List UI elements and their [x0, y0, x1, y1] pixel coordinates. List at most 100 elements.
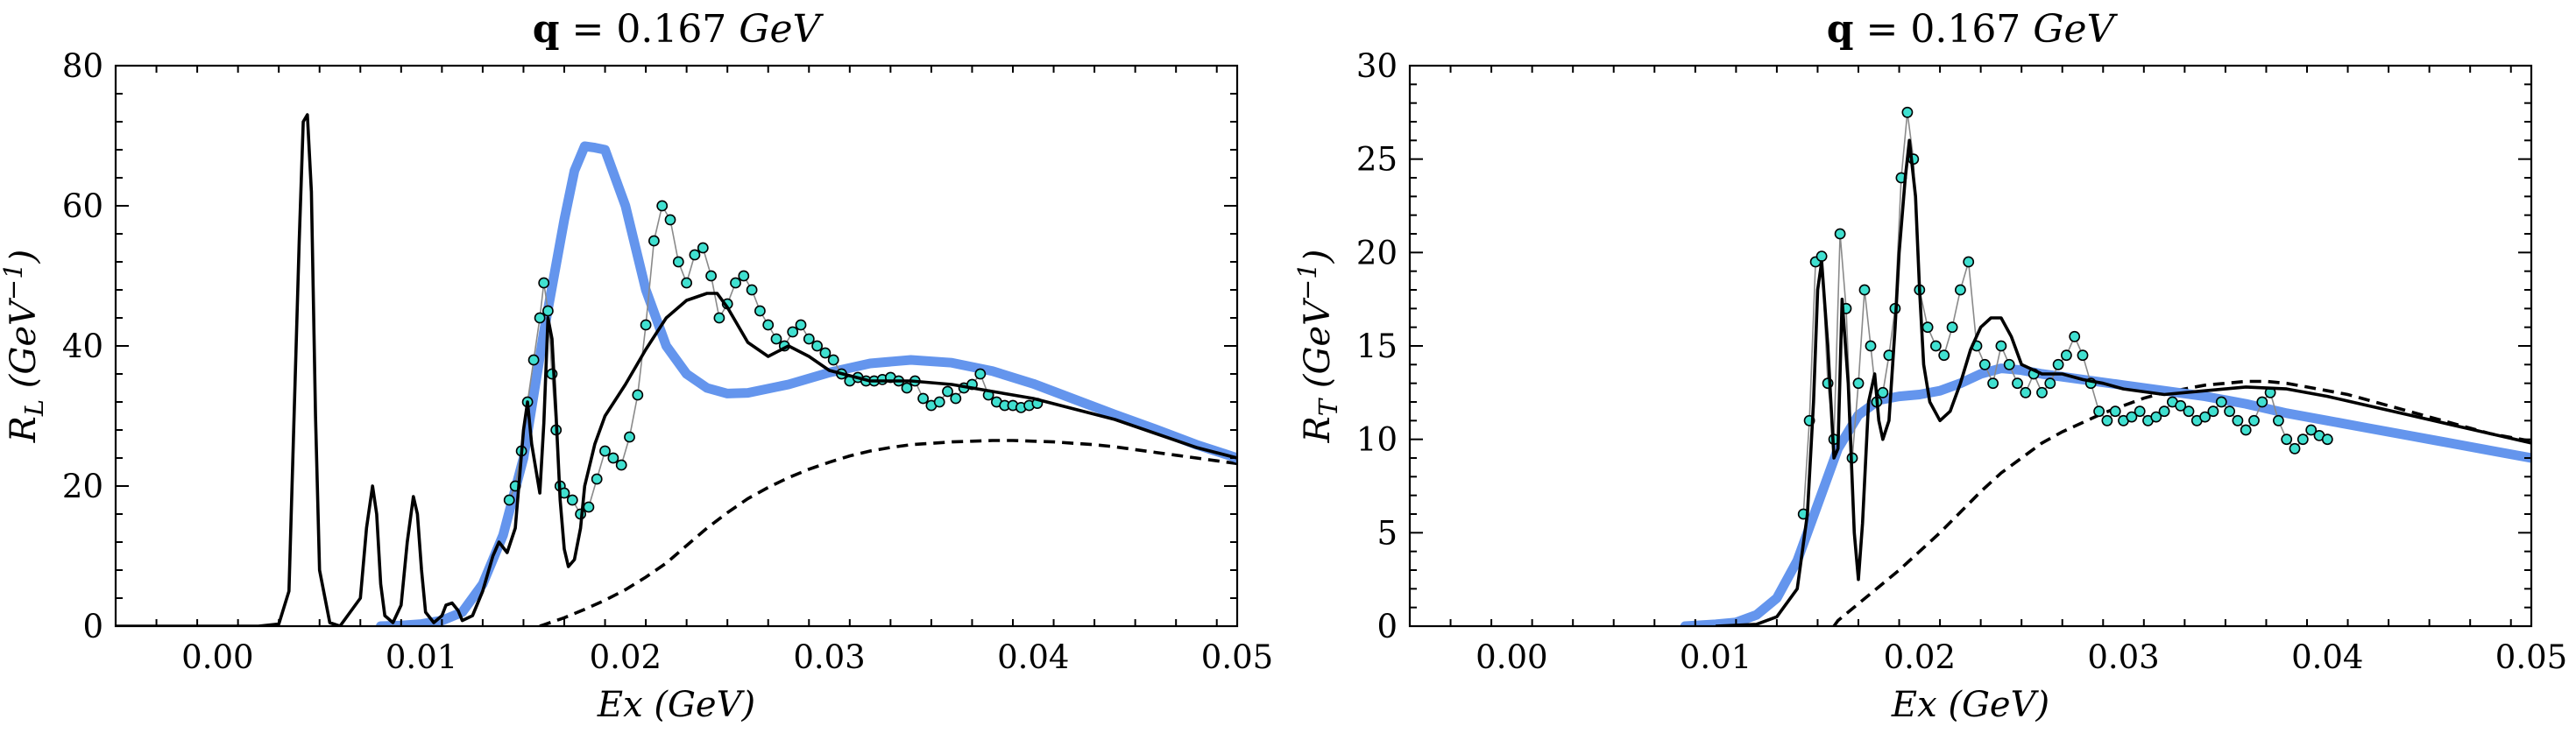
- data-point-marker: [607, 452, 619, 464]
- x-tick-label: 0.01: [386, 638, 457, 676]
- data-point-marker: [2305, 424, 2318, 436]
- data-point-marker: [566, 494, 578, 506]
- data-point-marker: [1954, 284, 1966, 296]
- data-point-marker: [738, 270, 750, 282]
- y-tick-label: 30: [1356, 47, 1398, 85]
- series-line-solid-black: [1716, 138, 2531, 626]
- y-axis-label-close: ): [4, 250, 44, 264]
- data-point-marker: [1929, 340, 1942, 352]
- data-point-marker: [2158, 405, 2170, 418]
- data-point-marker: [754, 305, 766, 317]
- data-point-marker: [2126, 411, 2138, 423]
- data-point-marker: [942, 385, 953, 398]
- data-point-marker: [803, 333, 815, 345]
- data-point-marker: [1921, 321, 1934, 334]
- series-line-markers-connector: [1802, 112, 2328, 515]
- data-point-marker: [2248, 414, 2260, 426]
- data-point-marker: [1858, 284, 1871, 296]
- data-point-marker: [2256, 396, 2268, 408]
- data-point-marker: [640, 319, 652, 331]
- data-point-marker: [2069, 330, 2081, 342]
- y-tick-label: 5: [1376, 514, 1398, 552]
- data-point-marker: [2199, 411, 2211, 423]
- y-axis-label-subscript: L: [19, 399, 49, 417]
- y-tick-label: 80: [62, 47, 103, 85]
- data-point-marker: [527, 354, 540, 366]
- data-point-marker: [705, 270, 717, 282]
- data-point-marker: [599, 445, 611, 457]
- data-point-marker: [542, 305, 554, 317]
- y-axis-label: RL (GeV−1): [0, 250, 49, 444]
- data-point-marker: [591, 473, 603, 485]
- data-point-marker: [762, 319, 775, 331]
- series-line-dashed-black: [539, 439, 1237, 626]
- data-point-marker: [624, 431, 635, 443]
- x-axis-label: Ex (GeV): [597, 685, 755, 725]
- y-tick-label: 20: [1356, 234, 1398, 271]
- data-point-marker: [746, 284, 758, 296]
- data-point-marker: [681, 277, 692, 289]
- title-variable: q: [533, 7, 560, 52]
- panel-transverse-response: 0.00 0.01 0.02 0.03 0.04 0.05 0 5 10 15 20 25 30 q = …: [1292, 7, 2567, 725]
- data-point-marker: [2134, 405, 2146, 418]
- title-unit: GeV: [2033, 7, 2118, 52]
- x-tick-label: 0.05: [1201, 638, 1273, 676]
- y-tick-label: 25: [1356, 141, 1398, 179]
- data-point-marker: [2175, 399, 2187, 412]
- data-point-marker: [2272, 414, 2284, 426]
- data-point-marker: [950, 392, 962, 405]
- x-axis-label-unit: (GeV): [1937, 685, 2049, 725]
- data-point-marker: [1865, 340, 1877, 352]
- x-tick-label: 0.04: [2291, 638, 2363, 676]
- data-point-marker: [1963, 256, 1975, 268]
- data-point-marker: [2215, 396, 2227, 408]
- axes-frame: [114, 64, 1239, 628]
- data-point-marker: [795, 319, 807, 331]
- panel-longitudinal-response: 0.00 0.01 0.02 0.03 0.04 0.05 0 20 40 60 80 q = 0.1…: [0, 7, 1273, 725]
- x-axis-label-variable: Ex: [597, 685, 643, 725]
- data-point-marker: [730, 277, 741, 289]
- data-point-marker: [917, 392, 929, 405]
- y-axis-label: RT (GeV−1): [1292, 250, 1343, 444]
- y-tick-label: 40: [62, 328, 103, 365]
- data-point-marker: [819, 347, 832, 359]
- data-point-marker: [2101, 414, 2113, 426]
- data-point-marker: [1995, 340, 2007, 352]
- y-tick-label: 0: [82, 608, 103, 645]
- data-point-marker: [2109, 405, 2121, 418]
- data-point-marker: [2296, 433, 2309, 446]
- data-point-marker: [974, 368, 987, 380]
- data-point-marker: [1834, 228, 1846, 240]
- data-point-marker: [2150, 411, 2162, 423]
- x-tick-label: 0.02: [1884, 638, 1956, 676]
- data-point-marker: [2060, 349, 2072, 362]
- title-variable: q: [1827, 7, 1854, 52]
- x-tick-label: 0.00: [181, 638, 253, 676]
- data-point-marker: [2052, 358, 2064, 370]
- data-point-marker: [534, 312, 546, 324]
- data-point-marker: [1901, 106, 1914, 118]
- data-point-marker: [1978, 358, 1991, 370]
- data-point-marker: [1987, 377, 1999, 390]
- data-point-marker: [770, 333, 782, 345]
- y-axis-label-subscript: T: [1313, 397, 1343, 416]
- title-value: = 0.167: [1854, 7, 2034, 52]
- data-point-marker: [664, 214, 676, 226]
- data-point-marker: [787, 326, 799, 338]
- data-point-marker: [811, 340, 823, 352]
- data-point-marker: [648, 235, 660, 247]
- x-tick-label: 0.02: [590, 638, 662, 676]
- series-line-thick-blue: [376, 141, 1237, 626]
- data-point-marker: [901, 382, 913, 394]
- data-point-marker: [689, 249, 701, 261]
- y-axis-label-unit: (GeV: [1298, 297, 1338, 399]
- title-unit: GeV: [739, 7, 824, 52]
- y-tick-label: 20: [62, 468, 103, 505]
- title-value: = 0.167: [560, 7, 740, 52]
- x-tick-label: 0.05: [2495, 638, 2567, 676]
- data-point-marker: [2093, 405, 2105, 418]
- series-group: [116, 113, 1237, 626]
- data-point-marker: [503, 494, 515, 506]
